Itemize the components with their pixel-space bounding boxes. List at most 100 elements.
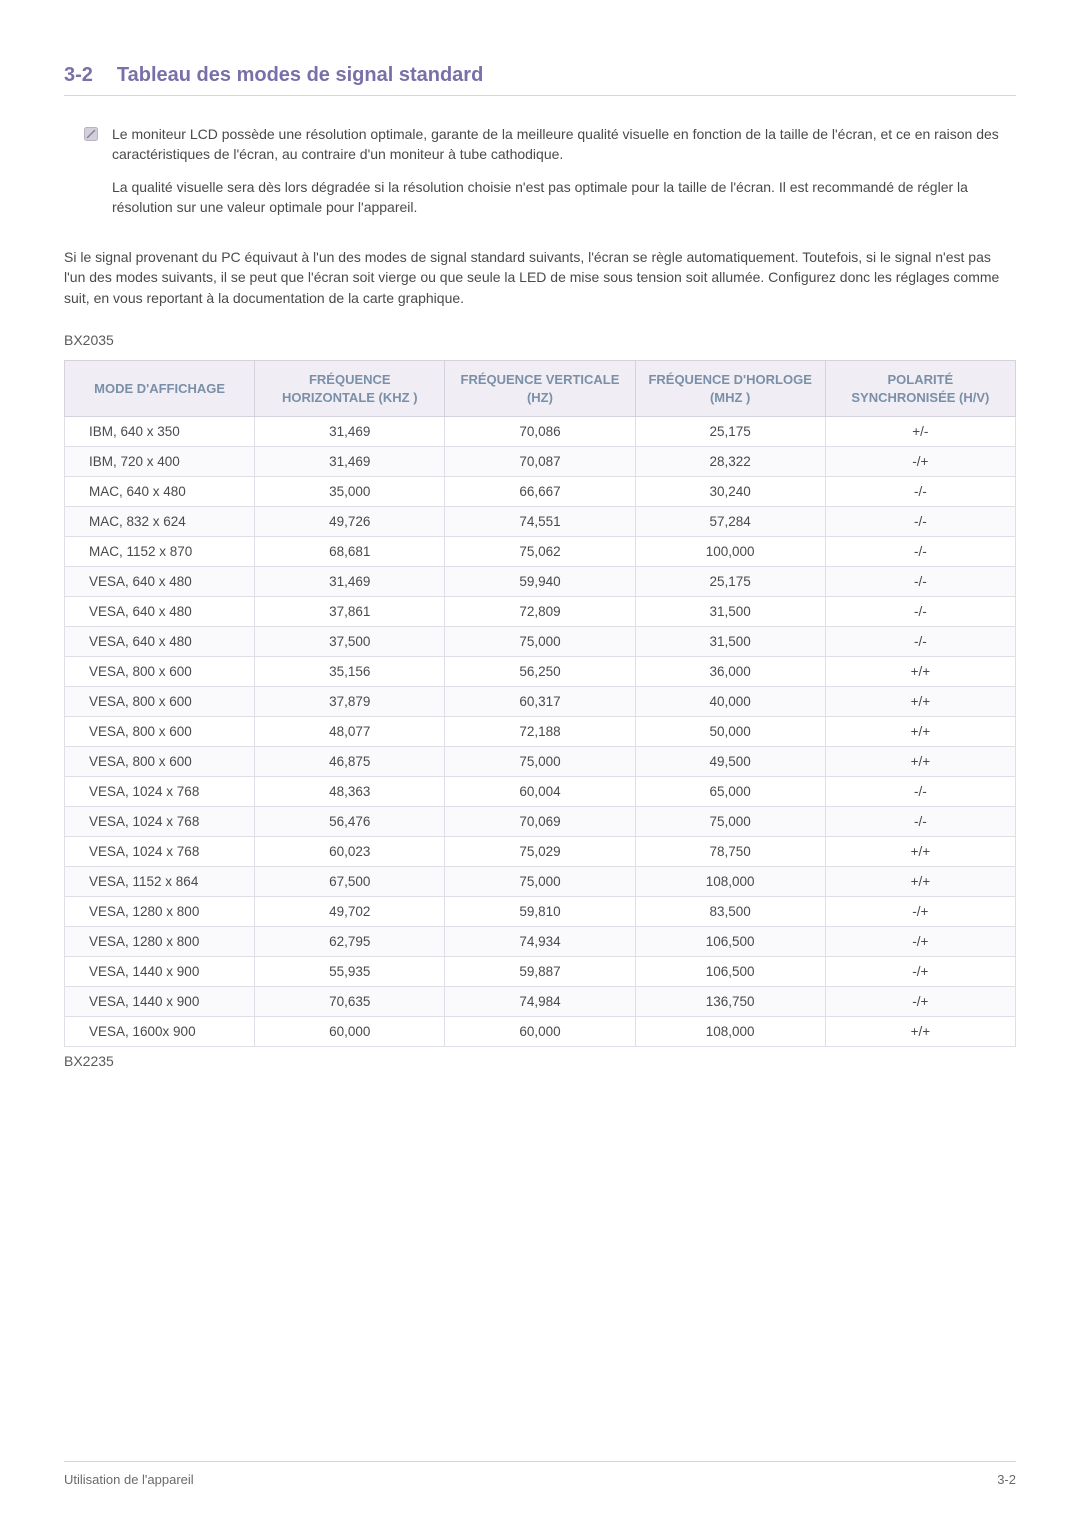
table-cell: +/+ bbox=[825, 717, 1015, 747]
table-cell: 106,500 bbox=[635, 927, 825, 957]
table-col-3: FRÉQUENCE D'HORLOGE (MHZ ) bbox=[635, 361, 825, 417]
table-cell: 28,322 bbox=[635, 447, 825, 477]
table-cell: +/+ bbox=[825, 1017, 1015, 1047]
table-cell: -/+ bbox=[825, 957, 1015, 987]
table-cell: +/+ bbox=[825, 687, 1015, 717]
table-cell: 78,750 bbox=[635, 837, 825, 867]
table-row: VESA, 800 x 60048,07772,18850,000+/+ bbox=[65, 717, 1016, 747]
table-cell: VESA, 1024 x 768 bbox=[65, 837, 255, 867]
table-col-0: MODE D'AFFICHAGE bbox=[65, 361, 255, 417]
table-cell: 70,635 bbox=[255, 987, 445, 1017]
table-cell: 136,750 bbox=[635, 987, 825, 1017]
table-cell: VESA, 640 x 480 bbox=[65, 597, 255, 627]
table-cell: 75,062 bbox=[445, 537, 635, 567]
table-cell: 75,000 bbox=[445, 747, 635, 777]
table-cell: 46,875 bbox=[255, 747, 445, 777]
table-cell: 75,000 bbox=[635, 807, 825, 837]
table-cell: -/- bbox=[825, 507, 1015, 537]
table-cell: 37,879 bbox=[255, 687, 445, 717]
table-cell: 40,000 bbox=[635, 687, 825, 717]
table-cell: 74,934 bbox=[445, 927, 635, 957]
table-cell: -/- bbox=[825, 537, 1015, 567]
table-row: VESA, 1024 x 76856,47670,06975,000-/- bbox=[65, 807, 1016, 837]
table-cell: 74,984 bbox=[445, 987, 635, 1017]
table-row: MAC, 640 x 48035,00066,66730,240-/- bbox=[65, 477, 1016, 507]
table-row: VESA, 640 x 48037,86172,80931,500-/- bbox=[65, 597, 1016, 627]
table-row: VESA, 800 x 60037,87960,31740,000+/+ bbox=[65, 687, 1016, 717]
footer-left: Utilisation de l'appareil bbox=[64, 1472, 194, 1487]
table-cell: 35,000 bbox=[255, 477, 445, 507]
table-cell: 31,500 bbox=[635, 627, 825, 657]
table-row: IBM, 640 x 35031,46970,08625,175+/- bbox=[65, 417, 1016, 447]
table-cell: 108,000 bbox=[635, 867, 825, 897]
table-cell: 31,469 bbox=[255, 447, 445, 477]
table-cell: -/+ bbox=[825, 927, 1015, 957]
table-cell: 60,004 bbox=[445, 777, 635, 807]
table-cell: IBM, 640 x 350 bbox=[65, 417, 255, 447]
table-row: VESA, 1440 x 90055,93559,887106,500-/+ bbox=[65, 957, 1016, 987]
table-cell: +/+ bbox=[825, 837, 1015, 867]
table-row: VESA, 1152 x 86467,50075,000108,000+/+ bbox=[65, 867, 1016, 897]
model-label-top: BX2035 bbox=[64, 332, 1016, 348]
note-text: Le moniteur LCD possède une résolution o… bbox=[112, 124, 1016, 229]
table-cell: +/- bbox=[825, 417, 1015, 447]
table-col-1: FRÉQUENCE HORIZONTALE (KHZ ) bbox=[255, 361, 445, 417]
table-row: VESA, 1440 x 90070,63574,984136,750-/+ bbox=[65, 987, 1016, 1017]
table-cell: +/+ bbox=[825, 867, 1015, 897]
table-row: VESA, 800 x 60046,87575,00049,500+/+ bbox=[65, 747, 1016, 777]
table-cell: 48,077 bbox=[255, 717, 445, 747]
table-cell: VESA, 1024 x 768 bbox=[65, 777, 255, 807]
table-cell: -/+ bbox=[825, 447, 1015, 477]
table-cell: VESA, 1280 x 800 bbox=[65, 927, 255, 957]
table-cell: 48,363 bbox=[255, 777, 445, 807]
table-cell: 66,667 bbox=[445, 477, 635, 507]
table-cell: -/+ bbox=[825, 987, 1015, 1017]
section-heading: 3-2 Tableau des modes de signal standard bbox=[64, 64, 1016, 96]
table-cell: -/- bbox=[825, 807, 1015, 837]
table-row: VESA, 1024 x 76860,02375,02978,750+/+ bbox=[65, 837, 1016, 867]
section-title: Tableau des modes de signal standard bbox=[117, 64, 483, 87]
table-cell: 56,476 bbox=[255, 807, 445, 837]
table-row: VESA, 640 x 48037,50075,00031,500-/- bbox=[65, 627, 1016, 657]
table-cell: MAC, 832 x 624 bbox=[65, 507, 255, 537]
note-para-1: Le moniteur LCD possède une résolution o… bbox=[112, 124, 1016, 165]
table-col-2: FRÉQUENCE VERTICALE (HZ) bbox=[445, 361, 635, 417]
table-cell: 70,086 bbox=[445, 417, 635, 447]
footer-right: 3-2 bbox=[997, 1472, 1016, 1487]
table-cell: 72,188 bbox=[445, 717, 635, 747]
table-header: MODE D'AFFICHAGEFRÉQUENCE HORIZONTALE (K… bbox=[65, 361, 1016, 417]
table-cell: VESA, 1440 x 900 bbox=[65, 957, 255, 987]
table-cell: 60,000 bbox=[445, 1017, 635, 1047]
table-cell: 31,469 bbox=[255, 417, 445, 447]
table-cell: VESA, 640 x 480 bbox=[65, 567, 255, 597]
table-cell: VESA, 1440 x 900 bbox=[65, 987, 255, 1017]
table-cell: 35,156 bbox=[255, 657, 445, 687]
table-cell: +/+ bbox=[825, 747, 1015, 777]
table-cell: -/- bbox=[825, 627, 1015, 657]
table-cell: 60,317 bbox=[445, 687, 635, 717]
table-cell: 108,000 bbox=[635, 1017, 825, 1047]
table-row: VESA, 800 x 60035,15656,25036,000+/+ bbox=[65, 657, 1016, 687]
table-cell: 50,000 bbox=[635, 717, 825, 747]
table-cell: 70,087 bbox=[445, 447, 635, 477]
table-cell: 83,500 bbox=[635, 897, 825, 927]
table-cell: 74,551 bbox=[445, 507, 635, 537]
body-paragraph: Si le signal provenant du PC équivaut à … bbox=[64, 247, 1016, 308]
table-cell: MAC, 640 x 480 bbox=[65, 477, 255, 507]
table-cell: 31,469 bbox=[255, 567, 445, 597]
page-footer: Utilisation de l'appareil 3-2 bbox=[64, 1461, 1016, 1487]
table-cell: 62,795 bbox=[255, 927, 445, 957]
table-cell: 30,240 bbox=[635, 477, 825, 507]
table-cell: 49,500 bbox=[635, 747, 825, 777]
note-block: Le moniteur LCD possède une résolution o… bbox=[64, 124, 1016, 229]
table-cell: 75,000 bbox=[445, 867, 635, 897]
table-cell: VESA, 800 x 600 bbox=[65, 687, 255, 717]
signal-modes-table: MODE D'AFFICHAGEFRÉQUENCE HORIZONTALE (K… bbox=[64, 360, 1016, 1047]
table-cell: 49,726 bbox=[255, 507, 445, 537]
table-cell: 31,500 bbox=[635, 597, 825, 627]
table-row: VESA, 1600x 90060,00060,000108,000+/+ bbox=[65, 1017, 1016, 1047]
table-cell: 70,069 bbox=[445, 807, 635, 837]
table-cell: VESA, 1152 x 864 bbox=[65, 867, 255, 897]
section-number: 3-2 bbox=[64, 64, 93, 87]
table-cell: 100,000 bbox=[635, 537, 825, 567]
